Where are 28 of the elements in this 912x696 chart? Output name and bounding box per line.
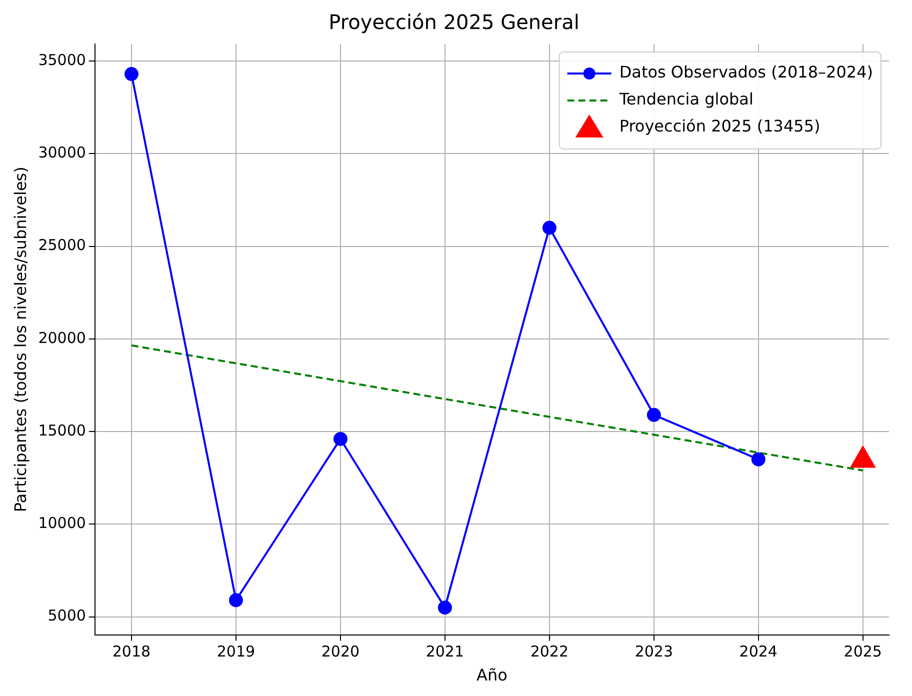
y-tick-label: 35000	[38, 50, 86, 69]
y-tick-label: 10000	[38, 514, 86, 532]
point	[333, 432, 348, 446]
point	[438, 600, 452, 615]
x-tick-label: 2022	[530, 642, 569, 661]
legend-label: Tendencia global	[618, 90, 754, 109]
y-axis-title: Participantes (todos los niveles/subniveles)	[10, 166, 30, 512]
point	[542, 220, 556, 235]
y-tick-label: 15000	[38, 421, 86, 440]
x-tick-label: 2020	[321, 642, 360, 661]
chart-title: Proyección 2025 General	[328, 10, 580, 34]
point	[228, 593, 243, 608]
point	[124, 67, 138, 82]
x-tick-label: 2025	[844, 642, 882, 661]
point	[751, 452, 766, 466]
x-axis-title: Año	[476, 666, 508, 685]
x-tick-label: 2024	[739, 642, 778, 661]
y-tick-label: 5000	[48, 606, 86, 625]
x-tick-label: 2019	[216, 642, 256, 661]
x-tick-label: 2021	[426, 642, 464, 661]
y-tick-label: 25000	[38, 236, 86, 254]
y-tick-label: 20000	[38, 328, 86, 347]
point	[646, 408, 661, 422]
x-tick-label: 2023	[634, 642, 674, 661]
y-tick-label: 30000	[38, 144, 86, 162]
legend-label: Proyección 2025 (13455)	[619, 116, 820, 136]
legend-label: Datos Observados (2018–2024)	[619, 62, 874, 82]
x-tick-label: 2018	[112, 642, 151, 661]
